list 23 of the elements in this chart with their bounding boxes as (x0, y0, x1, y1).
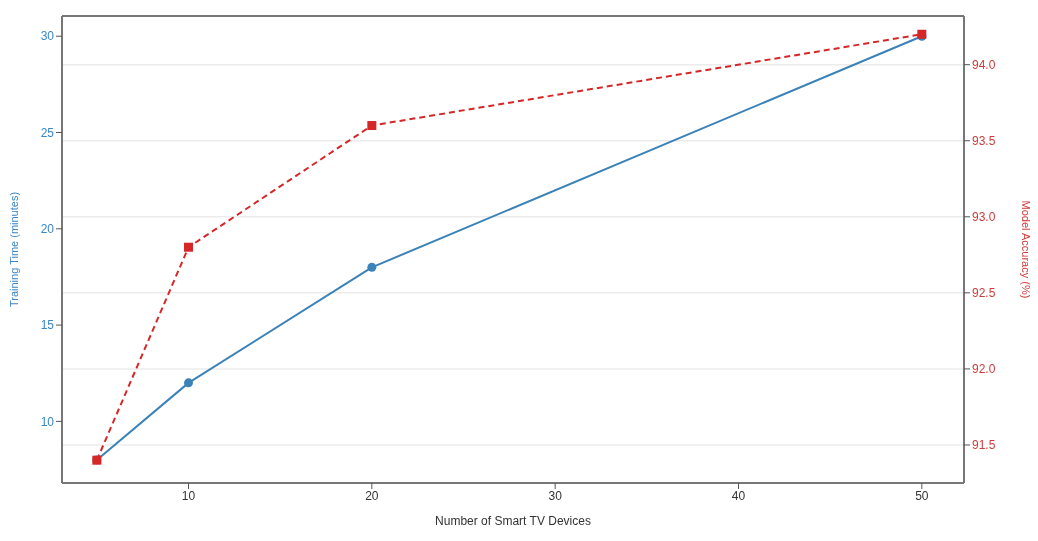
y2-tick-label: 91.5 (972, 438, 996, 453)
x-tick-label: 50 (915, 488, 929, 503)
x-tick-label: 30 (548, 488, 563, 503)
y2-tick-label: 92.5 (972, 286, 996, 301)
y-tick-label: 25 (40, 125, 55, 140)
point (184, 242, 193, 252)
y-axis-title: Training Time (minutes) (7, 191, 20, 308)
x-tick-label: 20 (365, 488, 379, 503)
y2-tick-label: 92.0 (972, 362, 996, 377)
x-tick-label: 40 (731, 488, 746, 503)
y2-tick-label: 93.0 (972, 210, 996, 225)
y-tick-label: 20 (40, 222, 55, 237)
y2-axis-title: Model Accuracy (%) (1020, 200, 1033, 299)
y-tick-label: 15 (40, 318, 55, 333)
y2-tick-label: 93.5 (972, 134, 996, 148)
y-tick-label: 30 (40, 29, 55, 44)
point (184, 378, 193, 388)
y2-tick-label: 94.0 (972, 57, 996, 72)
y-tick-label: 10 (40, 414, 55, 429)
point (367, 262, 377, 272)
x-tick-label: 10 (181, 488, 196, 503)
x-axis-title: Number of Smart TV Devices (435, 514, 591, 528)
point (367, 121, 377, 131)
